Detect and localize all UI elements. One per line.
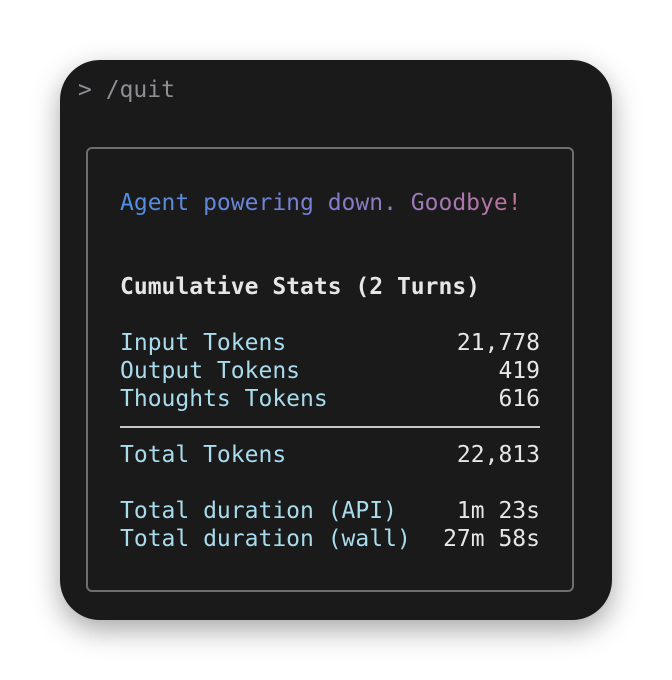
terminal-window: > /quit Agent powering down. Goodbye! Cu… <box>60 60 612 620</box>
duration-stats: Total duration (API) 1m 23s Total duratio… <box>120 497 540 553</box>
stat-row: Input Tokens 21,778 <box>120 329 540 357</box>
stat-label: Total duration (API) <box>120 498 397 524</box>
stats-title: Cumulative Stats (2 Turns) <box>120 274 481 300</box>
stat-value: 22,813 <box>456 442 540 468</box>
stat-row: Total Tokens 22,813 <box>120 441 540 469</box>
command-prompt: > /quit <box>78 77 175 103</box>
token-stats: Input Tokens 21,778 Output Tokens 419 Thou… <box>120 329 540 413</box>
stat-label: Total Tokens <box>120 442 287 468</box>
stat-value: 616 <box>498 386 540 412</box>
stat-row: Total duration (wall) 27m 58s <box>120 525 540 553</box>
goodbye-message: Agent powering down. Goodbye! <box>120 190 522 216</box>
stat-row: Thoughts Tokens 616 <box>120 385 540 413</box>
total-stats: Total Tokens 22,813 <box>120 441 540 469</box>
stat-value: 27m 58s <box>443 526 540 552</box>
stat-value: 21,778 <box>456 330 540 356</box>
stats-panel: Agent powering down. Goodbye! Cumulative… <box>86 147 574 592</box>
stat-label: Thoughts Tokens <box>120 386 328 412</box>
stat-row: Output Tokens 419 <box>120 357 540 385</box>
stat-value: 1m 23s <box>456 498 540 524</box>
stat-label: Output Tokens <box>120 358 301 384</box>
stat-value: 419 <box>498 358 540 384</box>
stat-row: Total duration (API) 1m 23s <box>120 497 540 525</box>
stat-label: Input Tokens <box>120 330 287 356</box>
stat-label: Total duration (wall) <box>120 526 411 552</box>
divider <box>120 426 540 428</box>
